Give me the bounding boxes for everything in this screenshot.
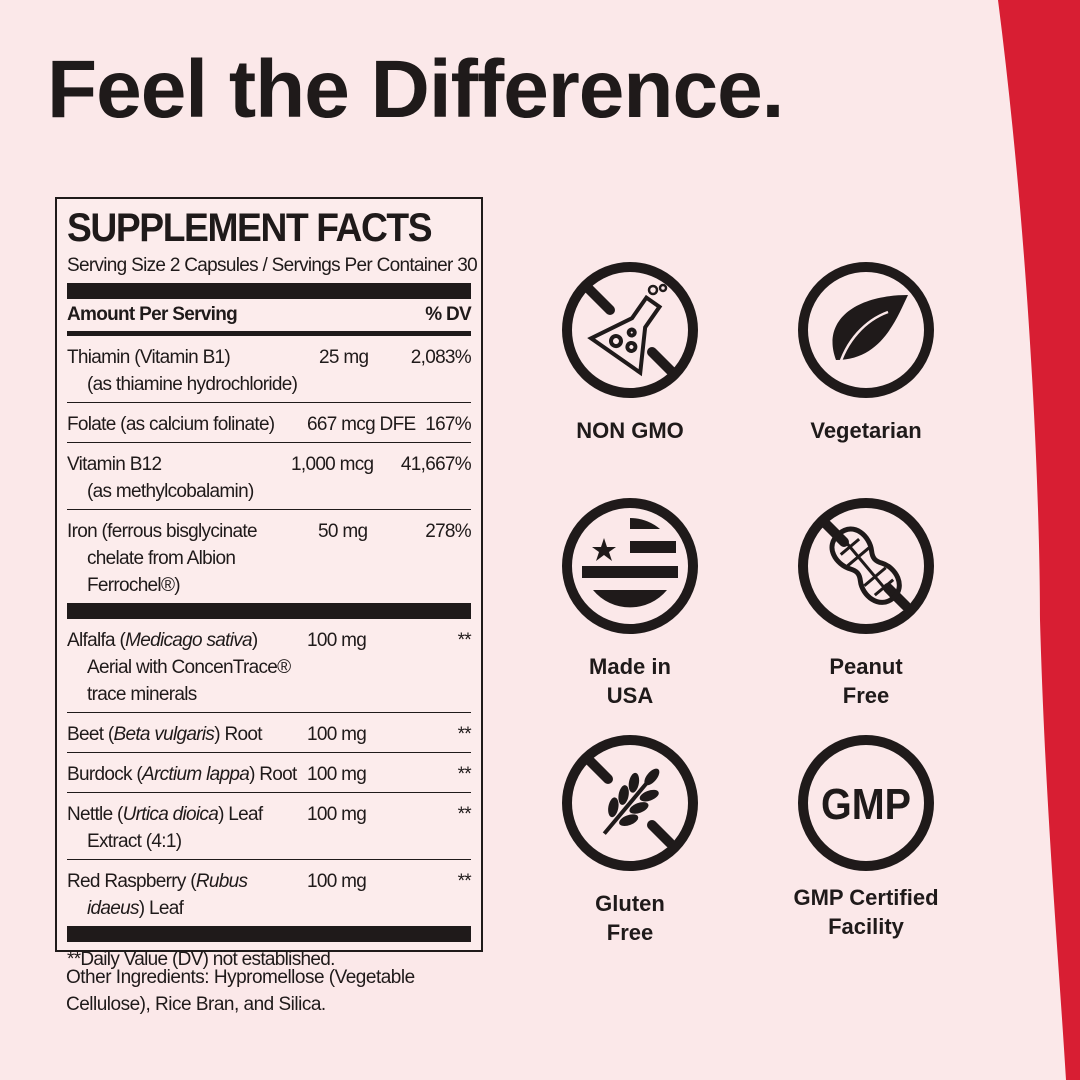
nutrient-dv: ** [457, 724, 472, 745]
no-wheat-icon [562, 735, 698, 871]
serving-info: Serving Size 2 Capsules / Servings Per C… [67, 255, 478, 276]
nutrient-name: Iron (ferrous bisglycinate [67, 521, 258, 542]
divider-thick [67, 283, 471, 299]
no-gmo-flask-icon [562, 262, 698, 398]
nutrient-name: Vitamin B12 [67, 454, 162, 475]
nutrient-row-thiamin: Thiamin (Vitamin B1) (as thiamine hydroc… [67, 336, 472, 403]
nutrient-amount: 1,000 mcg [291, 454, 374, 475]
nutrient-name: Burdock (Arctium lappa) Root [67, 764, 297, 785]
badge-label: NON GMO [576, 418, 684, 443]
usa-flag-icon [562, 498, 698, 634]
nutrient-sub: Extract (4:1) [87, 831, 182, 852]
nutrient-amount: 100 mg [307, 871, 367, 892]
ingredient-row-beet: Beet (Beta vulgaris) Root 100 mg ** [67, 713, 472, 753]
nutrient-name: Thiamin (Vitamin B1) [67, 347, 231, 368]
nutrient-dv: 41,667% [400, 454, 472, 475]
footnote: **Daily Value (DV) not established. [67, 949, 335, 970]
nutrient-name: Beet (Beta vulgaris) Root [67, 724, 262, 745]
nutrient-dv: ** [457, 871, 472, 892]
nutrient-dv: ** [457, 630, 472, 651]
header-amount: Amount Per Serving [67, 304, 238, 325]
facts-title: SUPPLEMENT FACTS [67, 206, 433, 250]
nutrient-row-b12: Vitamin B12 (as methylcobalamin) 1,000 m… [67, 443, 472, 510]
divider-thick [67, 926, 471, 942]
badge-gluten-free: Gluten Free [530, 733, 730, 947]
headline: Feel the Difference. [47, 44, 784, 135]
badge-vegetarian: Vegetarian [766, 260, 966, 445]
nutrient-sub: chelate from Albion [87, 548, 236, 569]
leaf-icon [798, 262, 934, 398]
ingredient-row-burdock: Burdock (Arctium lappa) Root 100 mg ** [67, 753, 472, 793]
other-ingredients: Other Ingredients: Hypromellose (Vegetab… [66, 967, 415, 1015]
badge-label: Made in USA [589, 654, 671, 708]
nutrient-dv: 167% [425, 414, 471, 435]
no-peanut-icon [798, 498, 934, 634]
nutrient-name: Nettle (Urtica dioica) Leaf [67, 804, 263, 825]
nutrient-sub: trace minerals [87, 684, 197, 705]
badge-label: Peanut Free [829, 654, 903, 708]
badge-label: Vegetarian [810, 418, 922, 443]
nutrient-dv: ** [457, 804, 472, 825]
badge-gmp: GMP GMP Certified Facility [766, 733, 966, 941]
nutrient-dv: ** [457, 764, 472, 785]
nutrient-amount: 100 mg [307, 804, 367, 825]
gmp-icon: GMP [798, 735, 934, 871]
nutrient-name: Alfalfa (Medicago sativa) [67, 630, 258, 651]
nutrient-amount: 667 mcg DFE [307, 414, 416, 435]
nutrient-amount: 50 mg [318, 521, 368, 542]
nutrient-sub: idaeus) Leaf [87, 898, 184, 919]
ingredient-row-raspberry: Red Raspberry (Rubus idaeus) Leaf 100 mg… [67, 860, 472, 926]
nutrient-sub: (as methylcobalamin) [87, 481, 254, 502]
ingredient-row-alfalfa: Alfalfa (Medicago sativa) Aerial with Co… [67, 619, 472, 713]
badge-peanut-free: Peanut Free [766, 496, 966, 710]
nutrient-row-iron: Iron (ferrous bisglycinate chelate from … [67, 510, 472, 603]
nutrient-name: Folate (as calcium folinate) [67, 414, 275, 435]
divider-thick [67, 603, 471, 619]
nutrient-sub: Ferrochel®) [87, 575, 181, 596]
nutrient-name: Red Raspberry (Rubus [67, 871, 248, 892]
nutrient-amount: 100 mg [307, 764, 367, 785]
nutrient-amount: 25 mg [319, 347, 369, 368]
svg-text:GMP: GMP [821, 780, 911, 829]
nutrient-dv: 278% [425, 521, 471, 542]
badge-non-gmo: NON GMO [530, 260, 730, 445]
header-dv: % DV [425, 304, 471, 325]
badge-label: Gluten Free [595, 891, 665, 945]
nutrient-row-folate: Folate (as calcium folinate) 667 mcg DFE… [67, 403, 472, 443]
nutrient-amount: 100 mg [307, 630, 367, 651]
nutrient-amount: 100 mg [307, 724, 367, 745]
supplement-facts-panel: SUPPLEMENT FACTS Serving Size 2 Capsules… [55, 197, 483, 970]
nutrient-sub: (as thiamine hydrochloride) [87, 374, 298, 395]
nutrient-sub: Aerial with ConcenTrace® [87, 657, 291, 678]
facts-header-row: Amount Per Serving % DV [67, 299, 472, 331]
badge-made-in-usa: Made in USA [530, 496, 730, 710]
nutrient-dv: 2,083% [410, 347, 472, 368]
ingredient-row-nettle: Nettle (Urtica dioica) Leaf Extract (4:1… [67, 793, 472, 860]
badge-label: GMP Certified Facility [793, 885, 939, 939]
divider-medium [67, 331, 471, 336]
